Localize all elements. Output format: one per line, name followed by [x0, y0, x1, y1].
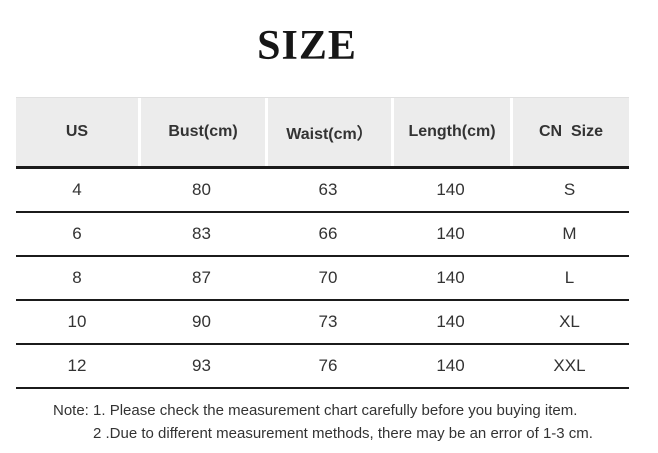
table-header-row: US Bust(cm) Waist(cm） Length(cm) CN Size [16, 97, 629, 169]
note-line-1: Note: 1. Please check the measurement ch… [53, 402, 578, 419]
table-cell: M [562, 224, 577, 243]
note-line-2: 2 .Due to different measurement methods,… [93, 425, 593, 442]
table-row-m: 6 83 66 140 M [16, 213, 629, 257]
table-cell: 87 [192, 268, 211, 287]
column-header-cn-size: CN Size [510, 98, 629, 166]
column-header-length: Length(cm) [391, 98, 510, 166]
table-cell: 12 [67, 356, 87, 375]
table-cell: 10 [67, 312, 87, 331]
table-cell: 4 [72, 180, 82, 199]
table-cell: 83 [192, 224, 211, 243]
table-cell: 140 [436, 180, 465, 199]
table-cell: 140 [436, 224, 465, 243]
table-row-l: 8 87 70 140 L [16, 257, 629, 301]
table-cell: 70 [318, 268, 338, 287]
table-cell: 90 [192, 312, 211, 331]
table-cell: XL [559, 312, 580, 331]
table-cell: S [563, 180, 576, 199]
table-cell: 8 [72, 268, 82, 287]
table-row-xxl: 12 93 76 140 XXL [16, 345, 629, 389]
column-header-waist: Waist(cm） [265, 98, 391, 166]
table-cell: 140 [436, 268, 465, 287]
table-cell: 63 [318, 180, 338, 199]
column-header-bust: Bust(cm) [138, 98, 265, 166]
size-table: US Bust(cm) Waist(cm） Length(cm) CN Size… [16, 97, 629, 389]
page-title: SIZE [257, 23, 357, 69]
table-cell: 93 [192, 356, 211, 375]
column-header-us: US [16, 98, 138, 166]
table-cell: 76 [318, 356, 338, 375]
table-row-s: 4 80 63 140 S [16, 169, 629, 213]
table-cell: XXL [553, 356, 586, 375]
table-cell: 73 [318, 312, 338, 331]
table-row-xl: 10 90 73 140 XL [16, 301, 629, 345]
table-cell: 66 [318, 224, 338, 243]
table-cell: 6 [72, 224, 82, 243]
table-cell: 80 [192, 180, 211, 199]
notes-block: Note: 1. Please check the measurement ch… [53, 399, 593, 445]
table-cell: 140 [436, 312, 465, 331]
table-cell: 140 [436, 356, 465, 375]
table-cell: L [564, 268, 575, 287]
